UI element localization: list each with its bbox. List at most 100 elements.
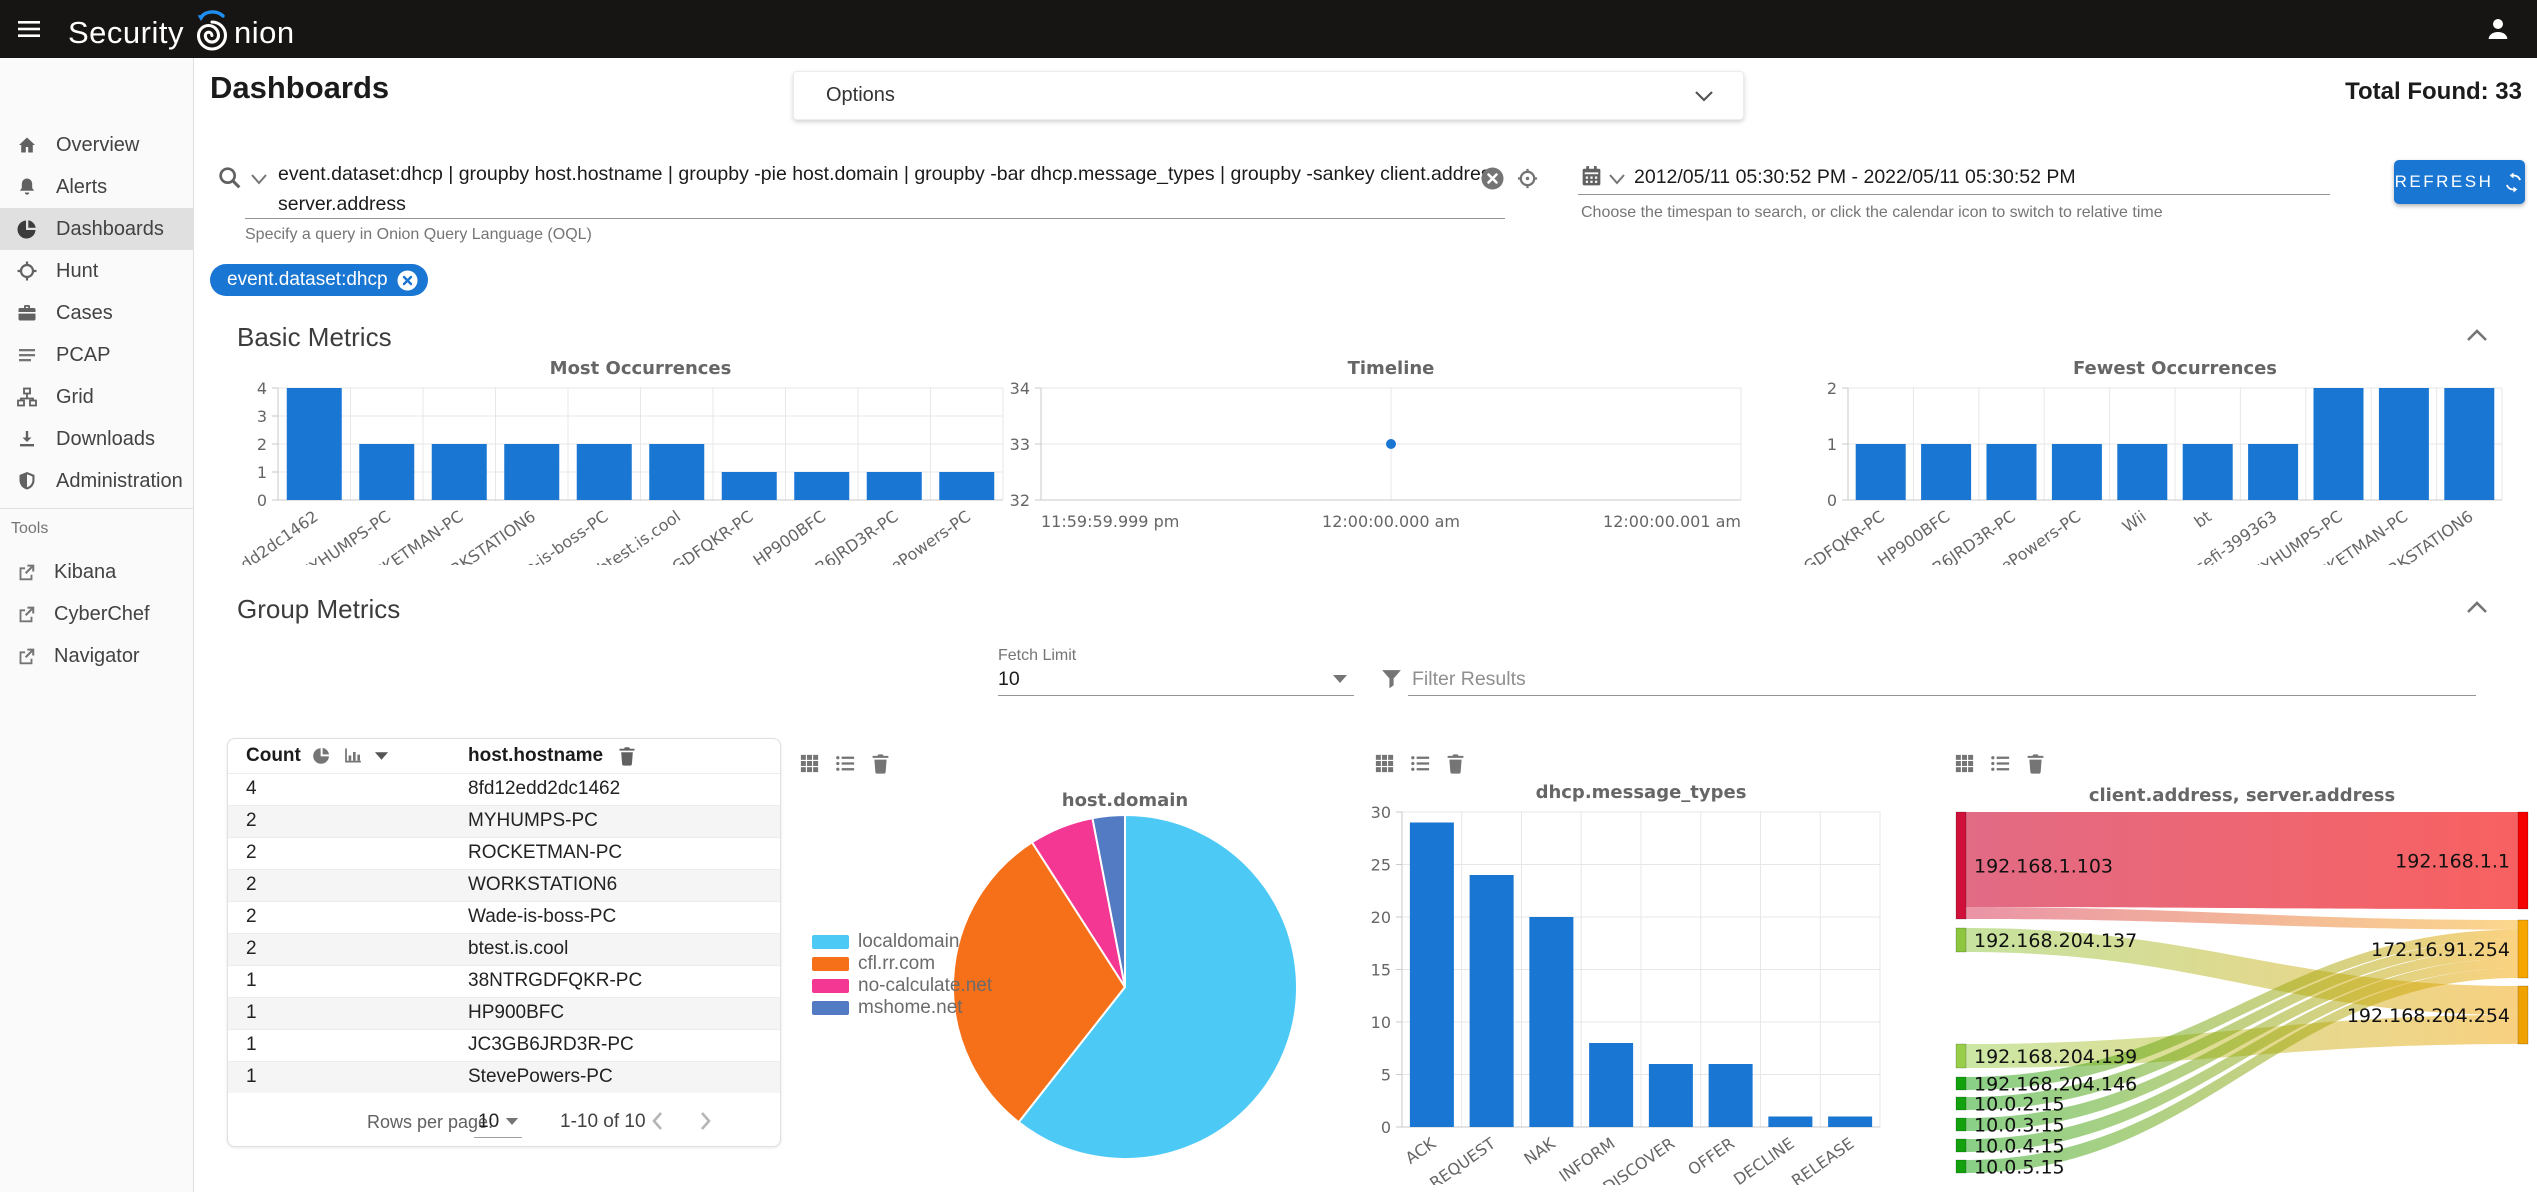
hostname-cell[interactable]: StevePowers-PC	[450, 1060, 780, 1093]
list-view-icon[interactable]	[834, 752, 857, 775]
user-account-icon[interactable]	[2483, 14, 2513, 44]
sidebar-item-grid[interactable]: Grid	[0, 376, 194, 418]
bar[interactable]	[2117, 444, 2168, 500]
pie-slice[interactable]	[1017, 813, 1298, 1160]
legend-item[interactable]: no-calculate.net	[812, 975, 992, 997]
filter-results-input[interactable]	[1412, 668, 2472, 691]
timeline-chart[interactable]: Timeline 32 33 34 11:59:59.999 pm 12:00:00.00…	[1000, 360, 1760, 565]
hostname-cell[interactable]: Wade-is-boss-PC	[450, 900, 780, 933]
bar[interactable]	[1986, 444, 2037, 500]
bar[interactable]	[1708, 1064, 1753, 1127]
fewest-occurrences-chart[interactable]: Fewest Occurrences01238NTRGDFQKR-PCHP900…	[1790, 360, 2535, 565]
refresh-button[interactable]: REFRESH	[2394, 160, 2525, 204]
hostname-cell[interactable]: JC3GB6JRD3R-PC	[450, 1028, 780, 1061]
bar[interactable]	[1768, 1116, 1813, 1128]
list-view-icon[interactable]	[1989, 752, 2012, 775]
bar[interactable]	[359, 444, 415, 500]
table-row[interactable]: 1 HP900BFC	[228, 996, 780, 1029]
host-domain-pie-chart[interactable]: host.domain	[795, 790, 1355, 1180]
sidebar-item-administration[interactable]: Administration	[0, 460, 194, 502]
bar[interactable]	[1589, 1043, 1634, 1127]
bar[interactable]	[794, 472, 850, 500]
table-row[interactable]: 1 JC3GB6JRD3R-PC	[228, 1028, 780, 1061]
bar[interactable]	[866, 472, 922, 500]
sidebar-item-pcap[interactable]: PCAP	[0, 334, 194, 376]
sankey-node[interactable]	[1955, 1117, 1967, 1132]
hostname-cell[interactable]: ROCKETMAN-PC	[450, 836, 780, 869]
timespan-input[interactable]: 2012/05/11 05:30:52 PM - 2022/05/11 05:3…	[1634, 166, 2076, 188]
target-query-icon[interactable]	[1516, 167, 1539, 190]
rows-per-page-caret-icon[interactable]	[505, 1117, 519, 1126]
fetch-limit-caret-icon[interactable]	[1332, 674, 1348, 684]
previous-page-icon[interactable]	[645, 1108, 671, 1134]
sidebar-item-dashboards[interactable]: Dashboards	[0, 208, 194, 250]
bar[interactable]	[649, 444, 705, 500]
next-page-icon[interactable]	[692, 1108, 718, 1134]
table-row[interactable]: 2 ROCKETMAN-PC	[228, 836, 780, 869]
bar[interactable]	[2444, 388, 2495, 500]
bar[interactable]	[1921, 444, 1972, 500]
sankey-node[interactable]	[1955, 1159, 1967, 1174]
list-view-icon[interactable]	[1409, 752, 1432, 775]
sankey-node[interactable]	[1955, 1096, 1967, 1111]
bar[interactable]	[576, 444, 632, 500]
dhcp-message-types-chart[interactable]: dhcp.message_types 0 5 10 15 20 25 30 ACKREQUEST…	[1365, 780, 1935, 1185]
table-row[interactable]: 1 38NTRGDFQKR-PC	[228, 964, 780, 997]
timespan-chevron-icon[interactable]	[1608, 172, 1626, 186]
table-row[interactable]: 2 MYHUMPS-PC	[228, 804, 780, 837]
bar[interactable]	[2313, 388, 2364, 500]
bar[interactable]	[2248, 444, 2299, 500]
table-view-icon[interactable]	[1373, 752, 1396, 775]
sankey-node[interactable]	[1955, 927, 1967, 953]
trash-icon[interactable]	[617, 745, 637, 767]
hostname-cell[interactable]: WORKSTATION6	[450, 868, 780, 901]
filter-chip[interactable]: event.dataset:dhcp	[210, 264, 428, 296]
sankey-node[interactable]	[1955, 1138, 1967, 1153]
sidebar-item-navigator[interactable]: Navigator	[0, 635, 194, 677]
table-row[interactable]: 2 btest.is.cool	[228, 932, 780, 965]
table-row[interactable]: 1 StevePowers-PC	[228, 1060, 780, 1093]
hostname-cell[interactable]: MYHUMPS-PC	[450, 804, 780, 837]
sort-caret-icon[interactable]	[374, 751, 389, 761]
rows-per-page-select[interactable]: 10	[478, 1111, 500, 1132]
bar[interactable]	[1409, 822, 1454, 1128]
bar[interactable]	[431, 444, 487, 500]
legend-item[interactable]: mshome.net	[812, 997, 992, 1019]
most-occurrences-chart[interactable]: Most Occurrences012348fd12edd2dc1462MYHU…	[205, 360, 1015, 565]
sidebar-item-downloads[interactable]: Downloads	[0, 418, 194, 460]
sankey-node[interactable]	[2517, 985, 2529, 1045]
sidebar-item-cyberchef[interactable]: CyberChef	[0, 593, 194, 635]
table-row[interactable]: 2 Wade-is-boss-PC	[228, 900, 780, 933]
sankey-node[interactable]	[1955, 1076, 1967, 1091]
sidebar-item-cases[interactable]: Cases	[0, 292, 194, 334]
bar[interactable]	[721, 472, 777, 500]
bar[interactable]	[1469, 875, 1514, 1127]
hostname-cell[interactable]: 8fd12edd2dc1462	[450, 772, 780, 805]
bar[interactable]	[2182, 444, 2233, 500]
bar-toggle-icon[interactable]	[342, 745, 364, 766]
collapse-basic-icon[interactable]	[2464, 326, 2490, 346]
legend-item[interactable]: cfl.rr.com	[812, 953, 992, 975]
legend-item[interactable]: localdomain	[812, 931, 992, 953]
table-row[interactable]: 2 WORKSTATION6	[228, 868, 780, 901]
collapse-group-icon[interactable]	[2464, 598, 2490, 618]
sankey-node[interactable]	[2517, 919, 2529, 979]
trash-icon[interactable]	[2025, 752, 2046, 775]
data-point[interactable]	[1386, 439, 1396, 449]
bar[interactable]	[1828, 1116, 1873, 1128]
hostname-cell[interactable]: HP900BFC	[450, 996, 780, 1029]
options-dropdown[interactable]: Options	[793, 71, 1744, 120]
query-history-chevron-icon[interactable]	[250, 172, 268, 186]
table-view-icon[interactable]	[1953, 752, 1976, 775]
bar[interactable]	[939, 472, 995, 500]
client-server-sankey-chart[interactable]: client.address, server.address 192.168.1.…	[1950, 785, 2536, 1190]
sidebar-item-hunt[interactable]: Hunt	[0, 250, 194, 292]
pie-toggle-icon[interactable]	[311, 745, 332, 766]
table-view-icon[interactable]	[798, 752, 821, 775]
fetch-limit-select[interactable]: 10	[998, 668, 1020, 690]
sankey-node[interactable]	[1955, 1043, 1967, 1069]
bar[interactable]	[504, 444, 560, 500]
search-input[interactable]: event.dataset:dhcp | groupby host.hostna…	[278, 163, 1501, 215]
hamburger-menu-icon[interactable]	[16, 16, 42, 42]
clear-query-icon[interactable]	[1481, 167, 1504, 190]
